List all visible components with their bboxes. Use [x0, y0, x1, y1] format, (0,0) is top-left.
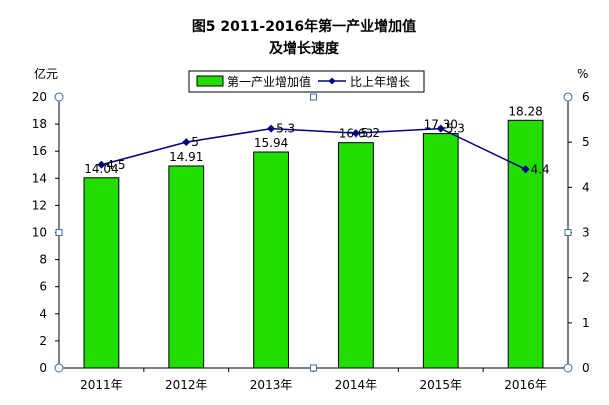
right-tick-label: 1 — [582, 316, 590, 330]
left-tick-label: 14 — [32, 171, 47, 185]
right-tick-label: 6 — [582, 90, 590, 104]
line-data-label: 5 — [191, 135, 199, 149]
legend-box — [188, 70, 425, 93]
x-tick-label: 2013年 — [250, 378, 293, 392]
legend: 第一产业增加值 比上年增长 — [188, 70, 425, 93]
bar — [168, 165, 205, 369]
x-tick-label: 2016年 — [504, 378, 547, 392]
right-tick-label: 5 — [582, 135, 590, 149]
line-point-marker — [521, 165, 530, 174]
bar-data-label: 17.30 — [424, 118, 458, 132]
line-point-marker — [97, 160, 106, 169]
chart-title-line-2: 及增长速度 — [269, 40, 340, 57]
line-data-label: 5.2 — [361, 126, 380, 140]
legend-label-line-series: 比上年增长 — [350, 75, 410, 89]
selection-handle — [55, 229, 63, 236]
x-tick-label: 2012年 — [165, 378, 208, 392]
line-data-label: 5.3 — [446, 122, 465, 136]
legend-line-marker — [328, 77, 336, 85]
right-tick-label: 2 — [582, 271, 590, 285]
left-tick-label: 10 — [32, 226, 47, 240]
bar — [507, 119, 544, 369]
left-tick-label: 4 — [39, 307, 47, 321]
bar-data-label: 14.91 — [169, 150, 203, 164]
left-tick-label: 0 — [39, 361, 47, 375]
right-tick-label: 4 — [582, 180, 590, 194]
selection-handle — [563, 92, 573, 102]
left-tick-label: 2 — [39, 334, 47, 348]
line-data-label: 4.4 — [531, 162, 550, 176]
selection-handle — [563, 363, 573, 373]
selection-handle — [54, 92, 64, 102]
x-tick-label: 2011年 — [80, 378, 123, 392]
line-data-label: 4.5 — [106, 158, 125, 172]
line-point-marker — [351, 129, 360, 138]
right-axis-unit: % — [577, 67, 588, 81]
left-tick-label: 8 — [39, 253, 47, 267]
left-axis-unit: 亿元 — [34, 66, 58, 81]
line-point-marker — [436, 124, 445, 133]
left-tick-label: 16 — [32, 144, 47, 158]
bar — [338, 142, 374, 369]
bar-data-label: 18.28 — [508, 104, 542, 118]
left-tick-label: 12 — [32, 198, 47, 212]
x-tick-label: 2015年 — [419, 378, 462, 392]
selection-handle — [310, 93, 317, 101]
left-tick-label: 6 — [39, 280, 47, 294]
bar-data-label: 15.94 — [254, 136, 288, 150]
selection-handle — [310, 364, 317, 372]
selection-handle — [54, 363, 64, 373]
left-tick-label: 20 — [32, 90, 47, 104]
x-tick-label: 2014年 — [335, 378, 378, 392]
bar-data-label: 14.04 — [84, 162, 118, 176]
left-tick-label: 18 — [32, 117, 47, 131]
line-data-label: 5.3 — [276, 122, 295, 136]
legend-bar-swatch — [196, 75, 224, 87]
right-tick-label: 0 — [582, 361, 590, 375]
right-tick-label: 3 — [582, 226, 590, 240]
bar — [422, 133, 459, 369]
chart-title-line-1: 图5 2011-2016年第一产业增加值 — [192, 18, 416, 35]
line-point-marker — [182, 138, 191, 147]
bar — [253, 151, 289, 369]
legend-label-bar-series: 第一产业增加值 — [227, 74, 311, 89]
selection-handle — [564, 229, 572, 236]
growth-line — [101, 127, 526, 170]
bar — [83, 177, 120, 369]
line-point-marker — [267, 124, 276, 133]
